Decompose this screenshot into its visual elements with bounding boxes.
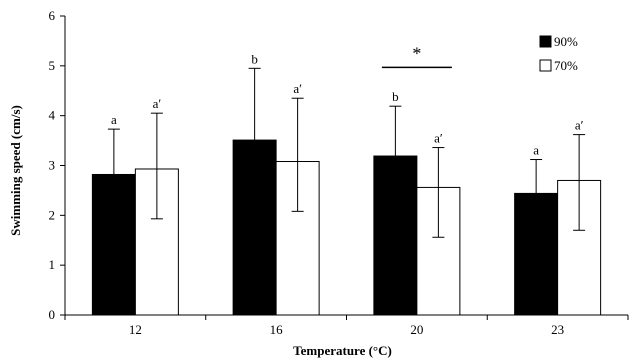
x-tick-label: 12	[129, 322, 142, 337]
bar-series1-12	[91, 173, 136, 316]
significance-letter: a′	[293, 81, 302, 96]
bar-series1-23	[514, 192, 559, 316]
x-tick-label: 23	[551, 322, 564, 337]
x-tick-label: 20	[410, 322, 423, 337]
x-tick-label: 16	[270, 322, 284, 337]
y-tick-label: 5	[49, 58, 56, 73]
legend-swatch-1	[539, 35, 552, 48]
significance-star: *	[412, 43, 421, 63]
legend: 90% 70%	[539, 34, 578, 73]
y-tick-label: 0	[49, 307, 56, 322]
significance-letter: a′	[153, 96, 162, 111]
y-axis-title: Swimming speed (cm/s)	[8, 105, 23, 236]
bar-series1-20	[373, 155, 418, 316]
error-bars-layer	[107, 67, 586, 238]
annotations-layer: *	[381, 43, 452, 69]
significance-letter: b	[392, 89, 399, 104]
significance-letter: a	[533, 143, 539, 158]
significance-letter: a′	[434, 131, 443, 146]
significance-letters-layer: a a′ b a′ b a′ a a′	[111, 51, 584, 157]
legend-label-2: 70%	[554, 58, 578, 73]
significance-letter: a′	[575, 118, 584, 133]
x-axis-title: Temperature (°C)	[293, 343, 392, 358]
y-tick-label: 6	[49, 8, 56, 23]
bar-series1-16	[232, 139, 277, 316]
significance-letter: a	[111, 112, 117, 127]
y-tick-label: 3	[49, 158, 56, 173]
significance-letter: b	[251, 51, 258, 66]
y-tick-label: 2	[49, 207, 56, 222]
legend-swatch-2	[539, 59, 552, 72]
bars-layer	[91, 139, 602, 316]
y-tick-label: 1	[49, 257, 56, 272]
y-tick-label: 4	[49, 108, 56, 123]
legend-label-1: 90%	[554, 34, 578, 49]
